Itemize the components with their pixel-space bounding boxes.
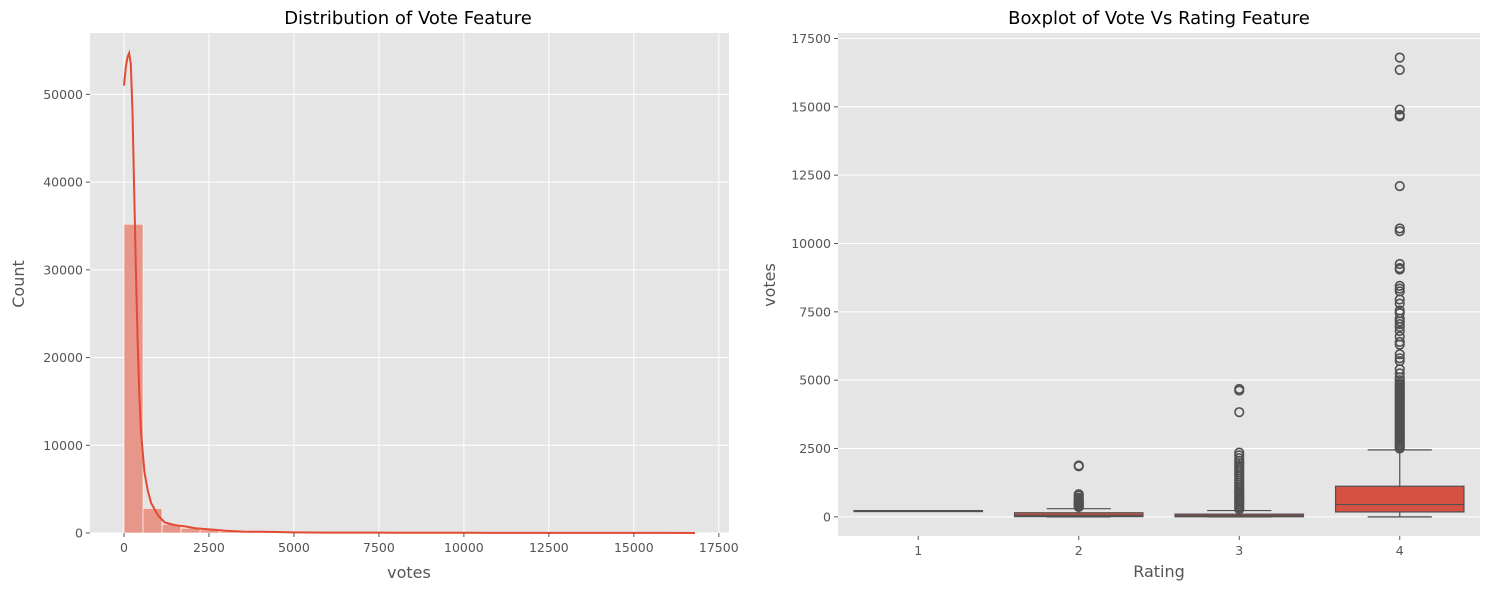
outlier-point [1394,258,1405,270]
x-tick-label: 4 [1396,543,1404,558]
histogram-bars [123,223,696,534]
outlier-point [1073,460,1084,471]
y-tick-label: 40000 [43,175,83,190]
y-axis-label: votes [760,263,779,307]
y-tick-label: 30000 [43,262,83,277]
chart-title: Distribution of Vote Feature [284,8,532,29]
y-tick-label: 0 [823,509,831,524]
outlier-point [1394,180,1405,192]
y-tick-label: 10000 [791,236,831,251]
outlier-point [1394,349,1405,360]
y-tick-label: 10000 [43,438,83,453]
y-tick-label: 17500 [791,31,831,46]
y-tick-labels: 0 10000 20000 30000 40000 50000 [43,87,90,541]
outlier-point [1394,353,1405,364]
boxes [853,52,1465,518]
y-tick-label: 5000 [799,373,831,388]
gridlines [838,37,1480,518]
outlier-point [1394,336,1405,348]
outlier-point [1394,305,1405,316]
outlier-point [1394,331,1405,342]
outlier-point [1394,104,1405,115]
outlier-point [1073,489,1084,500]
boxplot-chart: Boxplot of Vote Vs Rating Feature 1 2 3 4 0… [760,8,1480,581]
x-axis-label: Rating [1133,562,1185,581]
outlier-point [1234,447,1245,458]
plot-area [90,33,729,533]
outlier-point [1234,383,1245,395]
x-tick-label: 0 [120,540,128,555]
kde-line [123,49,696,534]
y-tick-label: 0 [75,526,83,541]
x-tick-labels: 0 2500 5000 7500 10000 12500 15000 17500 [120,533,739,555]
x-tick-labels: 1 2 3 4 [914,536,1404,558]
histogram-chart: Distribution of Vote Feature 0 2500 5000 75… [9,8,739,582]
x-tick-label: 3 [1235,543,1243,558]
box-iqr [1334,485,1465,513]
y-tick-label: 12500 [791,168,831,183]
outlier-point [1394,223,1405,234]
outlier-point [1394,368,1405,379]
y-tick-label: 7500 [799,304,831,319]
histogram-bar [123,223,144,534]
outlier-point [1394,280,1405,291]
x-axis-label: votes [387,563,431,582]
y-tick-labels: 0 2500 5000 7500 10000 12500 15000 17500 [791,31,838,524]
x-tick-label: 10000 [444,540,484,555]
x-tick-label: 5000 [278,540,310,555]
outlier-point [1394,64,1405,76]
x-tick-label: 15000 [614,540,654,555]
y-tick-label: 2500 [799,441,831,456]
plot-area [838,33,1480,536]
outlier-point [1234,407,1245,418]
x-tick-label: 2 [1075,543,1083,558]
outlier-point [1394,325,1405,337]
x-tick-label: 12500 [529,540,569,555]
y-tick-label: 15000 [791,99,831,114]
y-axis-label: Count [9,260,28,308]
outlier-point [1394,52,1405,63]
x-tick-label: 1 [914,543,922,558]
chart-title: Boxplot of Vote Vs Rating Feature [1008,8,1310,29]
x-tick-label: 2500 [193,540,225,555]
y-tick-label: 20000 [43,350,83,365]
outlier-point [1394,298,1405,309]
outlier-point [1394,109,1405,121]
x-tick-label: 7500 [363,540,395,555]
outlier-point [1394,262,1405,274]
x-tick-label: 17500 [699,540,739,555]
y-tick-label: 50000 [43,87,83,102]
histogram-bar [142,508,163,534]
